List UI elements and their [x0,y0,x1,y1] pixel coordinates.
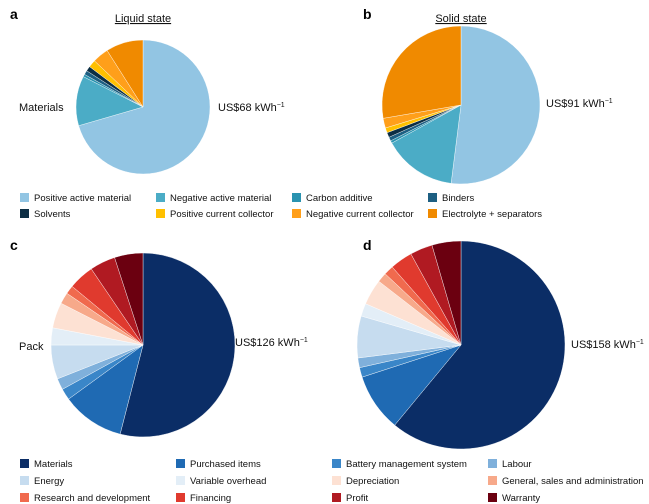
legend-pack-label-variable-overhead: Variable overhead [190,476,266,487]
pie-d [356,240,566,450]
pie-b-slice-negative-active-material [391,104,462,184]
pie-b-total: US$91 kWh−1 [546,98,613,110]
legend-pack-swatch-energy [20,476,29,485]
legend-materials-swatch-solvents [20,209,29,218]
legend-pack: Materials Purchased items Battery manageme… [20,459,644,504]
legend-pack-swatch-materials [20,459,29,468]
pie-c-total: US$126 kWh−1 [235,337,308,349]
panel-d: d US$158 kWh−1 [356,237,644,450]
legend-pack-swatch-profit [332,493,341,502]
legend-materials-label-electrolyte-separators: Electrolyte + separators [442,209,542,220]
legend-pack-label-labour: Labour [502,459,532,470]
legend-pack-swatch-purchased-items [176,459,185,468]
panel-a: a Liquid state Materials US$68 kWh−1 [10,6,285,175]
legend-pack-label-general-sales-and-administration: General, sales and administration [502,476,644,487]
pie-a-slice-electrolyte-separators [106,39,144,108]
legend-materials-swatch-positive-current-collector [156,209,165,218]
legend-materials-swatch-electrolyte-separators [428,209,437,218]
legend-pack-swatch-labour [488,459,497,468]
legend-pack-swatch-general-sales-and-administration [488,476,497,485]
legend-materials-label-solvents: Solvents [34,209,71,220]
legend-pack-label-purchased-items: Purchased items [190,459,261,470]
legend-pack-label-warranty: Warranty [502,493,540,504]
panel-c: c Pack US$126 kWh−1 [10,237,308,438]
legend-materials-label-positive-active-material: Positive active material [34,193,131,204]
legend-materials-label-positive-current-collector: Positive current collector [170,209,273,220]
legend-materials: Positive active material Negative active … [20,193,542,220]
legend-pack-label-battery-management-system: Battery management system [346,459,467,470]
panel-letter-a: a [10,6,18,22]
legend-pack-swatch-variable-overhead [176,476,185,485]
pie-a-total: US$68 kWh−1 [218,102,285,114]
pie-b-slice-positive-active-material [450,25,541,185]
legend-pack-swatch-warranty [488,493,497,502]
legend-materials-swatch-positive-active-material [20,193,29,202]
legend-materials-label-carbon-additive: Carbon additive [306,193,373,204]
legend-pack-swatch-financing [176,493,185,502]
legend-pack-label-financing: Financing [190,493,231,504]
pie-b-title: Solid state [435,13,486,25]
legend-materials-label-binders: Binders [442,193,474,204]
pie-c-slice-warranty [114,252,144,346]
legend-pack-label-energy: Energy [34,476,64,487]
panel-letter-c: c [10,237,18,253]
pie-b-slice-electrolyte-separators [381,25,462,119]
legend-pack-label-profit: Profit [346,493,369,504]
pie-c-slice-materials [119,252,236,438]
pie-c [50,252,236,438]
legend-materials-swatch-carbon-additive [292,193,301,202]
pie-a [75,39,211,175]
legend-materials-swatch-binders [428,193,437,202]
pie-d-slice-warranty [431,240,462,346]
legend-pack-swatch-research-and-development [20,493,29,502]
legend-pack-swatch-battery-management-system [332,459,341,468]
pie-c-side-label: Pack [19,341,44,353]
panel-letter-d: d [363,237,372,253]
legend-materials-swatch-negative-current-collector [292,209,301,218]
legend-pack-label-depreciation: Depreciation [346,476,399,487]
legend-materials-swatch-negative-active-material [156,193,165,202]
pie-d-total: US$158 kWh−1 [571,339,644,351]
pie-a-title: Liquid state [115,13,171,25]
pie-a-slice-positive-active-material [78,39,211,175]
pie-a-side-label: Materials [19,102,64,114]
legend-materials-label-negative-active-material: Negative active material [170,193,271,204]
panel-b: b Solid state US$91 kWh−1 [363,6,613,185]
pie-b [381,25,541,185]
pie-d-slice-materials [394,240,566,450]
legend-pack-label-materials: Materials [34,459,73,470]
legend-pack-label-research-and-development: Research and development [34,493,151,504]
legend-pack-swatch-depreciation [332,476,341,485]
panel-letter-b: b [363,6,372,22]
legend-materials-label-negative-current-collector: Negative current collector [306,209,414,220]
